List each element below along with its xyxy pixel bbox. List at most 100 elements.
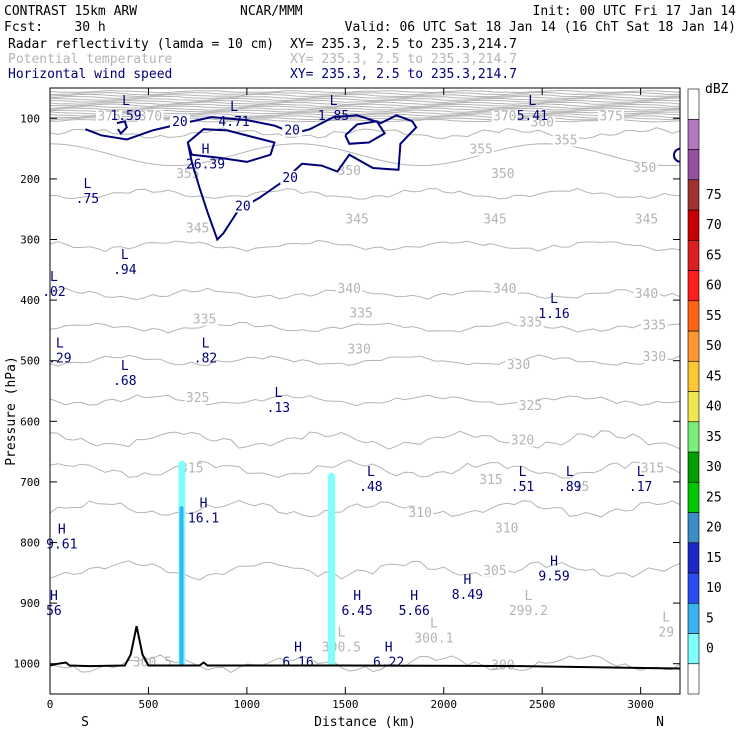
wind-max-marker: H [385,641,393,656]
theta-label: 345 [186,221,209,236]
theta-label: 345 [483,212,506,227]
field-wind: Horizontal wind speed [8,67,172,82]
theta-label: 360 [530,115,553,130]
y-tick-label: 400 [20,294,40,307]
colorbar-tick-label: 35 [706,430,722,445]
y-tick-label: 500 [20,355,40,368]
theta-min-value: 300.5 [133,656,172,671]
theta-label: 335 [349,306,372,321]
theta-label: 330 [507,358,530,373]
x-tick-label: 1000 [234,698,261,711]
colorbar-tick-label: 70 [706,218,722,233]
theta-label-bg [633,287,660,300]
wind-extreme-value: 1.85 [318,109,349,124]
x-axis-label: Distance (km) [314,715,416,730]
colorbar-swatch [687,572,700,604]
wind-max-marker: H [410,589,418,604]
colorbar-tick-label: 25 [706,490,722,505]
theta-label: 345 [635,212,658,227]
colorbar-unit-label: dBZ [705,82,729,97]
colorbar-tick-label: 60 [706,279,722,294]
wind-contour-20 [85,114,418,242]
theta-label-bg [598,110,625,123]
theta-label-bg [631,161,658,174]
wind-min-marker: L [637,465,645,480]
theta-min-marker: L [337,626,345,641]
wind-max-marker: H [50,589,58,604]
theta-label: 375 [97,109,120,124]
theta-label: 335 [643,318,666,333]
theta-min-value: 300.1 [414,631,453,646]
wind-min-marker: L [50,270,58,285]
theta-label-bg [348,307,375,320]
theta-label-bg [191,313,218,326]
colorbar-tick-label: 0 [706,642,714,657]
theta-label: 335 [193,312,216,327]
theta-label-bg [529,116,556,129]
wind-max-marker: H [200,496,208,511]
theta-min-value: 29 [658,625,674,640]
wind-extreme-value: .29 [48,351,71,366]
field-reflectivity-xy: XY= 235.3, 2.5 to 235.3,214.7 [290,37,517,52]
colorbar-tick-label: 65 [706,248,722,263]
wind-min-marker: L [566,465,574,480]
theta-label: 315 [180,461,203,476]
colorbar-swatch [687,481,700,513]
theta-label-bg [489,167,516,180]
colorbar-swatch [687,421,700,453]
theta-band-line [49,101,681,106]
theta-min-marker: L [524,589,532,604]
colorbar-tick-label: 45 [706,369,722,384]
theta-label-bg [478,473,504,486]
wind-extreme-value: 9.61 [46,537,77,552]
theta-min-marker: L [662,610,670,625]
colorbar-swatch [687,118,700,150]
wind-contour-edge [673,147,681,163]
theta-contour-340 [49,287,681,301]
wind-extreme-value: .48 [359,480,382,495]
theta-label: 370 [139,109,162,124]
valid-time: Valid: 06 UTC Sat 18 Jan 14 (16 ChT Sat … [345,20,736,35]
theta-label-bg [184,392,211,405]
wind-extreme-value: 4.71 [218,115,249,130]
colorbar-swatch [687,300,700,332]
colorbar-tick-label: 30 [706,460,722,475]
y-tick-label: 700 [20,476,40,489]
colorbar-tick-label: 5 [706,611,714,626]
wind-min-marker: L [330,94,338,109]
forecast-hour: Fcst: 30 h [4,20,106,35]
axis-end-north: N [656,715,664,730]
theta-label-bg [481,213,508,226]
wind-min-marker: L [550,292,558,307]
wind-min-marker: L [274,386,282,401]
wind-extreme-value: 8.49 [452,588,483,603]
wind-extreme-value: .02 [42,285,65,300]
theta-contour-335 [49,321,681,334]
theta-label: 315 [479,473,502,488]
theta-band-line [49,105,681,109]
wind-extreme-value: .94 [113,263,137,278]
wind-extreme-value: 56 [46,604,62,619]
colorbar-swatch [687,602,700,634]
y-tick-label: 100 [20,112,40,125]
theta-label-bg [184,222,211,235]
wind-extreme-value: .82 [194,351,217,366]
theta-label-bg [336,283,363,296]
theta-contour-350 [49,187,681,200]
wind-extreme-value: 5.41 [517,109,548,124]
wind-max-marker: H [353,589,361,604]
theta-label-bg [491,110,518,123]
wind-contour-label-bg [280,170,301,184]
x-tick-label: 0 [47,698,54,711]
wind-min-marker: L [528,94,536,109]
y-tick-label: 600 [20,415,40,428]
wind-extreme-value: 9.59 [538,570,569,585]
colorbar-tick-label: 55 [706,309,722,324]
theta-label: 355 [469,143,492,158]
theta-label-bg [346,343,373,356]
theta-label: 310 [408,506,431,521]
field-wind-xy: XY= 235.3, 2.5 to 235.3,214.7 [290,67,517,82]
colorbar-tick-label: 10 [706,581,722,596]
